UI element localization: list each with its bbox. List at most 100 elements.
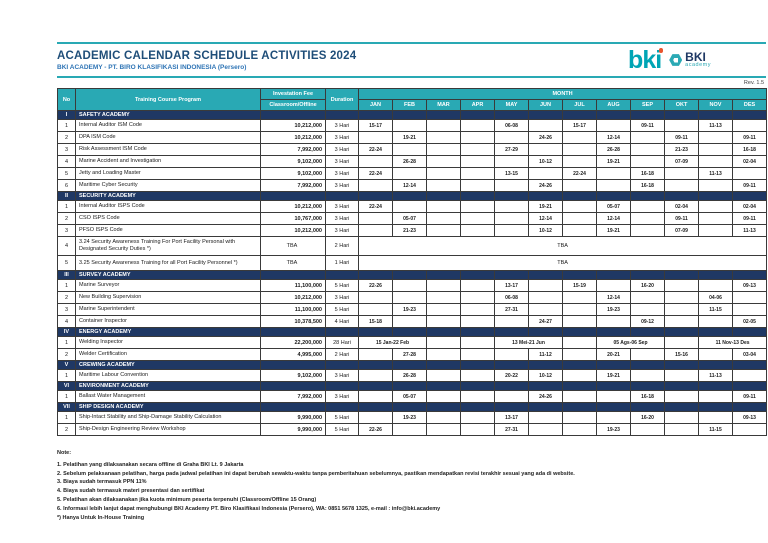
bki-academy-name: BKI bbox=[685, 50, 706, 64]
schedule-empty-cell bbox=[358, 131, 393, 144]
schedule-empty-cell bbox=[260, 381, 326, 391]
schedule-empty-cell bbox=[426, 131, 461, 144]
row-number: 1 bbox=[57, 336, 76, 349]
section-name: CREWING ACADEMY bbox=[75, 360, 261, 370]
col-month-group: MONTH bbox=[357, 88, 768, 100]
schedule-date-cell: 02-04 bbox=[731, 155, 768, 168]
schedule-empty-cell bbox=[562, 191, 597, 201]
schedule-empty-cell bbox=[494, 179, 529, 192]
schedule-empty-cell bbox=[426, 348, 461, 361]
schedule-empty-cell bbox=[426, 279, 461, 292]
schedule-empty-cell bbox=[698, 110, 733, 120]
schedule-empty-cell bbox=[325, 270, 359, 280]
schedule-empty-cell bbox=[494, 390, 529, 403]
course-row: 1 Ballast Water Management 7,992,000 3 Hari… bbox=[57, 390, 768, 403]
course-name: Marine Accident and Investigation bbox=[75, 155, 261, 168]
schedule-empty-cell bbox=[460, 381, 495, 391]
schedule-empty-cell bbox=[698, 390, 733, 403]
schedule-empty-cell bbox=[664, 327, 699, 337]
schedule-empty-cell bbox=[664, 167, 699, 180]
row-number: 5 bbox=[57, 167, 76, 180]
schedule-empty-cell bbox=[630, 369, 665, 382]
revision-label: Rev. 1.5 bbox=[743, 80, 764, 86]
schedule-date-cell: 22-24 bbox=[358, 167, 393, 180]
fee-value: 11,100,000 bbox=[260, 303, 326, 316]
schedule-empty-cell bbox=[528, 402, 563, 412]
schedule-empty-cell bbox=[460, 360, 495, 370]
schedule-empty-cell bbox=[426, 303, 461, 316]
schedule-empty-cell bbox=[630, 423, 665, 436]
schedule-empty-cell bbox=[460, 315, 495, 328]
schedule-empty-cell bbox=[494, 315, 529, 328]
schedule-empty-cell bbox=[460, 191, 495, 201]
course-name: Jetty and Loading Master bbox=[75, 167, 261, 180]
row-number: 2 bbox=[57, 212, 76, 225]
fee-value: 9,990,000 bbox=[260, 411, 326, 424]
schedule-empty-cell bbox=[392, 381, 427, 391]
schedule-empty-cell bbox=[528, 423, 563, 436]
bki-academy-sub: academy bbox=[685, 62, 711, 68]
schedule-empty-cell bbox=[698, 191, 733, 201]
schedule-tba-cell: TBA bbox=[357, 255, 768, 271]
schedule-empty-cell bbox=[325, 110, 359, 120]
schedule-empty-cell bbox=[528, 167, 563, 180]
schedule-empty-cell bbox=[562, 369, 597, 382]
course-row: 3 Risk Assessment ISM Code 7,992,000 3 Hari… bbox=[57, 143, 768, 156]
schedule-empty-cell bbox=[630, 270, 665, 280]
duration-value: 2 Hari bbox=[325, 348, 359, 361]
schedule-empty-cell bbox=[358, 270, 393, 280]
col-fee: Investation Fee bbox=[260, 88, 326, 100]
course-name: Welding Inspector bbox=[75, 336, 261, 349]
course-name: Ship-Intact Stability and Ship-Damage St… bbox=[75, 411, 261, 424]
schedule-date-cell: 09-11 bbox=[731, 179, 768, 192]
section-name: ENVIRONMENT ACADEMY bbox=[75, 381, 261, 391]
schedule-empty-cell bbox=[426, 360, 461, 370]
schedule-empty-cell bbox=[392, 167, 427, 180]
bki-academy-wordmark: BKI academy bbox=[685, 50, 711, 68]
schedule-empty-cell bbox=[460, 224, 495, 237]
course-row: 2 DPA ISM Code 10,212,000 3 Hari 19-21 24-26 1… bbox=[57, 131, 768, 144]
duration-value: 3 Hari bbox=[325, 131, 359, 144]
schedule-empty-cell bbox=[494, 191, 529, 201]
schedule-empty-cell bbox=[731, 360, 768, 370]
schedule-date-cell: 07-09 bbox=[664, 224, 699, 237]
schedule-empty-cell bbox=[426, 179, 461, 192]
schedule-empty-cell bbox=[494, 224, 529, 237]
schedule-empty-cell bbox=[460, 336, 495, 349]
section-number: I bbox=[57, 110, 76, 120]
schedule-empty-cell bbox=[562, 291, 597, 304]
schedule-empty-cell bbox=[562, 179, 597, 192]
duration-value: 1 Hari bbox=[325, 255, 359, 271]
fee-value: 11,100,000 bbox=[260, 279, 326, 292]
fee-value: 10,212,000 bbox=[260, 131, 326, 144]
schedule-date-cell: 09-11 bbox=[731, 390, 768, 403]
schedule-date-cell: 22-24 bbox=[358, 200, 393, 213]
schedule-empty-cell bbox=[460, 167, 495, 180]
note-item: 2. Sebelum pelaksanaan pelatihan, harga … bbox=[57, 470, 575, 477]
col-month-mar: MAR bbox=[426, 99, 461, 111]
schedule-empty-cell bbox=[562, 390, 597, 403]
schedule-empty-cell bbox=[494, 327, 529, 337]
duration-value: 3 Hari bbox=[325, 212, 359, 225]
schedule-empty-cell bbox=[664, 179, 699, 192]
schedule-empty-cell bbox=[528, 143, 563, 156]
course-name: DPA ISM Code bbox=[75, 131, 261, 144]
schedule-empty-cell bbox=[698, 360, 733, 370]
schedule-empty-cell bbox=[664, 191, 699, 201]
fee-value: 10,212,000 bbox=[260, 119, 326, 132]
course-name: 3.24 Security Awareness Training For Por… bbox=[75, 236, 261, 256]
duration-value: 4 Hari bbox=[325, 315, 359, 328]
schedule-date-cell: 27-28 bbox=[392, 348, 427, 361]
course-row: 1 Marine Surveyor 11,100,000 5 Hari 22-26 13-… bbox=[57, 279, 768, 292]
duration-value: 28 Hari bbox=[325, 336, 359, 349]
schedule-empty-cell bbox=[358, 212, 393, 225]
schedule-empty-cell bbox=[596, 402, 631, 412]
col-month-jun: JUN bbox=[528, 99, 563, 111]
course-row: 2 Welder Certification 4,995,000 2 Hari 27-2… bbox=[57, 348, 768, 361]
bki-academy-icon bbox=[669, 54, 683, 66]
schedule-date-cell: 13-17 bbox=[494, 411, 529, 424]
schedule-empty-cell bbox=[358, 155, 393, 168]
schedule-date-cell: 16-18 bbox=[630, 390, 665, 403]
schedule-empty-cell bbox=[562, 411, 597, 424]
